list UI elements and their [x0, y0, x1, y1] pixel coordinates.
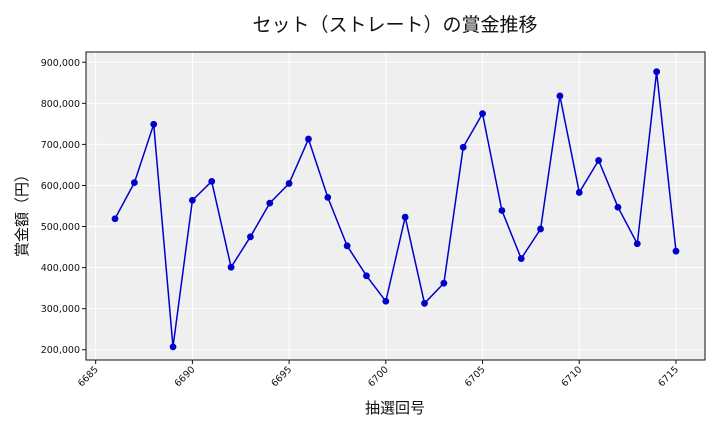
- y-tick-label: 400,000: [41, 263, 80, 274]
- chart-title: セット（ストレート）の賞金推移: [252, 14, 537, 36]
- y-tick-label: 600,000: [41, 181, 80, 192]
- y-tick-label: 900,000: [41, 58, 80, 69]
- data-point: [111, 215, 119, 223]
- data-point: [208, 177, 216, 185]
- y-tick-label: 300,000: [41, 304, 80, 315]
- data-point: [130, 179, 138, 186]
- data-point: [517, 255, 525, 262]
- data-point: [498, 207, 506, 214]
- data-point: [672, 247, 680, 255]
- x-tick-label: 6690: [173, 364, 198, 389]
- data-point: [188, 196, 196, 204]
- data-point: [575, 189, 583, 196]
- data-point: [150, 120, 158, 128]
- data-point: [285, 180, 293, 187]
- data-point: [266, 199, 274, 207]
- data-point: [595, 157, 603, 164]
- x-tick-label: 6710: [560, 364, 585, 389]
- y-tick-label: 200,000: [41, 345, 80, 356]
- y-axis-label: 賞金額（円）: [13, 167, 31, 257]
- data-point: [614, 203, 622, 211]
- data-point: [169, 343, 177, 351]
- data-point: [343, 242, 351, 250]
- x-tick-label: 6695: [269, 364, 294, 389]
- data-point: [247, 233, 254, 241]
- plot-frame: [85, 51, 706, 361]
- plot-area: [86, 52, 705, 360]
- series-line: [114, 71, 677, 347]
- x-tick-label: 6685: [76, 364, 101, 389]
- x-tick-label: 6715: [656, 364, 681, 389]
- data-point: [401, 213, 409, 221]
- x-tick-label: 6705: [463, 364, 488, 389]
- data-point: [440, 279, 448, 287]
- x-axis-label: 抽選回号: [365, 399, 425, 417]
- data-point: [479, 110, 486, 117]
- y-tick-label: 500,000: [41, 222, 80, 233]
- data-point: [459, 143, 467, 151]
- gridlines: [86, 52, 705, 360]
- y-tick-label: 800,000: [41, 99, 80, 110]
- data-point: [382, 297, 390, 305]
- data-point: [324, 193, 332, 201]
- data-point: [227, 263, 235, 271]
- series-layer: [111, 68, 680, 351]
- data-point: [305, 135, 312, 143]
- x-tick-label: 6700: [366, 364, 391, 389]
- data-point: [363, 272, 370, 280]
- data-point: [653, 68, 661, 76]
- y-tick-label: 700,000: [41, 140, 80, 151]
- data-point: [537, 225, 544, 233]
- data-point: [633, 240, 641, 248]
- data-point: [556, 92, 564, 100]
- data-point: [421, 299, 428, 307]
